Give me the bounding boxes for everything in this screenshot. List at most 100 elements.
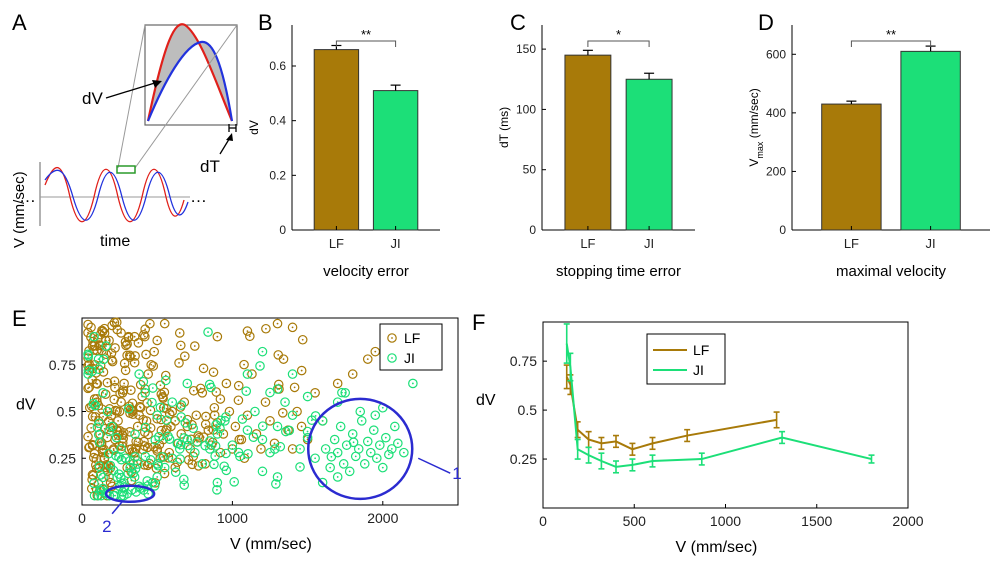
scatter-point-ji	[104, 426, 114, 437]
continuation-dots: …	[190, 187, 207, 206]
scatter-point-center	[120, 448, 123, 450]
scatter-point-center	[274, 483, 277, 485]
scatter-point-lf	[332, 378, 343, 389]
scatter-point-center	[134, 433, 136, 436]
scatter-point-lf	[99, 323, 110, 334]
scatter-point-center	[144, 391, 147, 394]
scatter-point-center	[87, 373, 90, 376]
scatter-point-center	[243, 363, 245, 366]
scatter-point-lf	[134, 401, 145, 412]
scatter-point-center	[153, 484, 156, 487]
scatter-point-ji	[271, 479, 281, 489]
scatter-point-center	[123, 362, 126, 365]
scatter-point-lf	[198, 363, 209, 374]
scatter-point-center	[216, 335, 219, 338]
scatter-point-ji	[93, 490, 104, 501]
scatter-point-center	[132, 413, 134, 416]
scatter-point-center	[282, 358, 285, 361]
scatter-point-center	[240, 438, 243, 441]
scatter-point-center	[219, 398, 222, 400]
scatter-point-ji	[221, 412, 231, 422]
scatter-point-center	[330, 455, 333, 458]
scatter-point-center	[252, 436, 255, 439]
scatter-point-center	[138, 373, 141, 375]
scatter-point-center	[381, 466, 384, 469]
scatter-point-center	[123, 382, 126, 385]
scatter-point-ji	[98, 387, 108, 398]
scatter-point-lf	[158, 403, 169, 413]
scatter-point-center	[237, 451, 240, 454]
scatter-point-center	[127, 336, 130, 339]
legend-marker-lf	[387, 333, 397, 343]
scatter-point-center	[284, 401, 286, 404]
scatter-point-lf	[256, 444, 266, 454]
scatter-point-ji	[175, 454, 185, 464]
scatter-point-center	[299, 466, 301, 468]
scatter-point-ji	[104, 490, 115, 501]
scatter-point-ji	[103, 448, 114, 459]
scatter-point-lf	[149, 442, 159, 452]
scatter-point-ji	[371, 453, 382, 464]
y-axis-label-unit: (mm/sec)	[747, 88, 761, 141]
scatter-point-center	[219, 427, 221, 430]
scatter-point-lf	[141, 349, 151, 360]
scatter-point-center	[246, 414, 249, 417]
y-tick-label: 150	[516, 42, 536, 56]
scatter-point-ji	[257, 466, 268, 477]
scatter-point-ji	[152, 472, 162, 482]
scatter-point-center	[411, 382, 414, 385]
x-axis-label: stopping time error	[556, 263, 681, 280]
scatter-point-center	[228, 410, 231, 413]
scatter-point-center	[179, 443, 182, 446]
scatter-point-center	[204, 444, 207, 447]
bar-ji	[900, 50, 961, 231]
inset-red-trace	[146, 23, 234, 122]
scatter-point-lf	[197, 387, 208, 398]
scatter-point-lf	[209, 402, 220, 413]
cluster-1-label: 1	[452, 464, 461, 483]
scatter-point-center	[96, 426, 99, 429]
scatter-point-center	[212, 429, 215, 431]
bar-lf	[821, 103, 882, 231]
scatter-point-center	[208, 440, 211, 442]
scatter-point-ji	[275, 441, 286, 452]
scatter-point-center	[148, 322, 151, 325]
scatter-point-ji	[243, 449, 253, 459]
scatter-point-lf	[104, 335, 114, 346]
scatter-point-lf	[142, 442, 153, 453]
scatter-point-center	[157, 464, 160, 467]
scatter-point-lf	[159, 318, 170, 329]
scatter-point-ji	[180, 418, 191, 428]
scatter-point-ji	[329, 434, 340, 445]
scatter-point-lf	[190, 341, 200, 351]
scatter-point-ji	[257, 346, 268, 357]
scatter-point-center	[91, 415, 94, 418]
scatter-point-center	[276, 425, 279, 428]
scatter-point-center	[142, 418, 145, 421]
scatter-point-center	[120, 494, 123, 497]
scatter-point-ji	[192, 437, 203, 447]
scatter-point-center	[117, 419, 119, 422]
scatter-point-ji	[98, 472, 108, 483]
scatter-point-lf	[88, 470, 99, 481]
scatter-point-lf	[120, 365, 131, 376]
scatter-point-center	[199, 387, 202, 390]
scatter-point-center	[197, 435, 200, 437]
scatter-point-center	[375, 457, 378, 460]
scatter-point-center	[116, 328, 119, 331]
scatter-point-center	[300, 425, 303, 428]
scatter-point-center	[113, 380, 116, 383]
scatter-point-ji	[209, 459, 219, 470]
scatter-point-lf	[174, 358, 184, 368]
x-tick-label: LF	[580, 236, 595, 251]
scatter-point-ji	[325, 462, 335, 473]
scatter-point-center	[341, 391, 343, 394]
scatter-point-ji	[130, 452, 140, 462]
scatter-point-center	[314, 415, 317, 417]
scatter-point-center	[296, 410, 298, 413]
scatter-point-lf	[94, 340, 104, 350]
scatter-point-center	[261, 425, 264, 428]
scatter-point-center	[174, 419, 177, 422]
scatter-point-ji	[242, 425, 253, 435]
scatter-point-ji	[302, 391, 313, 402]
